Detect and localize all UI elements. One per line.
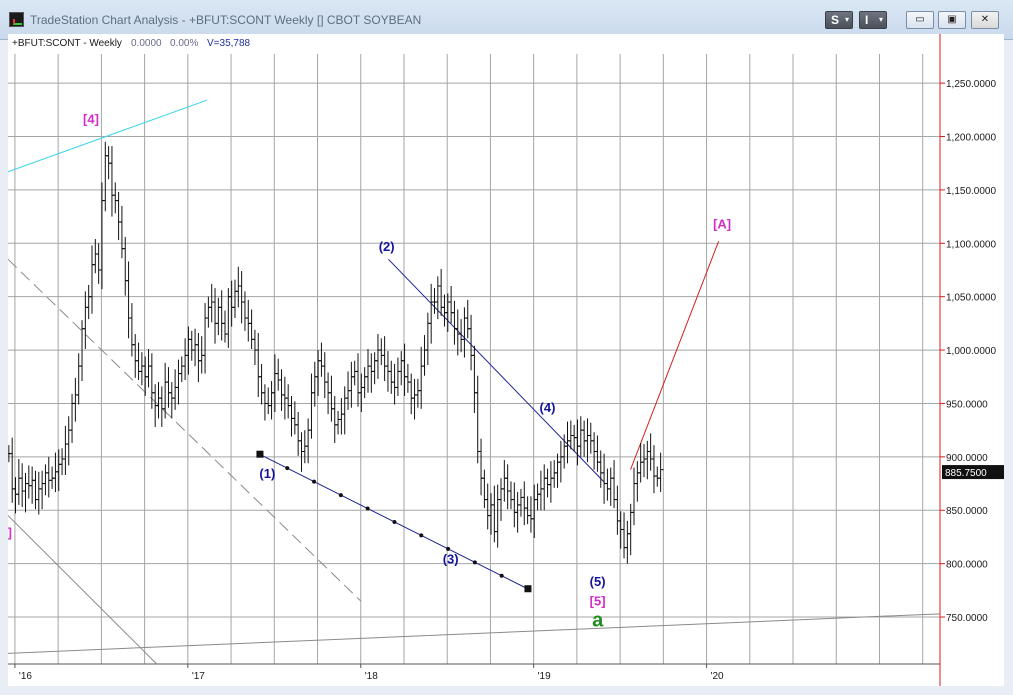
wave-labels: [4] (1) (2) (3) (4) (5) [5] a [A]]: [8, 112, 731, 632]
chart-symbol-label: +BFUT:SCONT - Weekly: [12, 38, 122, 49]
trendline-gray[interactable]: [8, 613, 941, 654]
price-chart[interactable]: [4](1)(2)(3)(4)(5)[5]a[A]] 1,250.00001,2…: [8, 34, 1004, 687]
trendline-gray[interactable]: [8, 515, 158, 665]
price-axis-label: 1,250.0000: [946, 79, 996, 90]
wave-label: (2): [379, 239, 395, 254]
style-i-button[interactable]: I ▾: [859, 11, 887, 29]
trendline-blue[interactable]: [388, 258, 605, 483]
wave-label: (4): [540, 400, 556, 415]
trendline-marker-dot: [419, 533, 424, 538]
style-s-label: S: [831, 13, 840, 27]
price-axis: 1,250.0000 1,200.0000 1,150.0000 1,100.0000…: [939, 34, 1004, 687]
chevron-down-icon: ▾: [844, 15, 849, 24]
window-bottom-border: [0, 686, 1013, 695]
time-axis-label: '16: [19, 671, 32, 682]
tradestation-app-icon: [9, 12, 24, 27]
chart-change-label: 0.0000: [131, 38, 162, 49]
last-price-label: 885.7500: [945, 468, 987, 479]
style-i-label: I: [865, 13, 869, 27]
minimize-button[interactable]: ▭: [906, 11, 934, 29]
trendline-marker-dot: [338, 493, 343, 498]
trendline-anchor-handle[interactable]: [524, 585, 532, 593]
trendlines[interactable]: [8, 99, 941, 665]
trendline-red[interactable]: [630, 240, 720, 470]
last-price-marker: [942, 465, 1004, 480]
time-axis: '16 '17 '18 '19 '20: [14, 664, 724, 682]
time-axis-label: '18: [365, 671, 378, 682]
price-chart-svg[interactable]: [4](1)(2)(3)(4)(5)[5]a[A]] 1,250.00001,2…: [8, 34, 1004, 687]
restore-icon: ▣: [947, 14, 957, 25]
price-axis-label: 1,000.0000: [946, 346, 996, 357]
trendline-anchor-handle[interactable]: [256, 450, 264, 458]
close-button[interactable]: ✕: [971, 11, 999, 29]
style-s-button[interactable]: S ▾: [825, 11, 853, 29]
price-axis-label: 1,150.0000: [946, 186, 996, 197]
price-axis-label: 800.0000: [946, 560, 988, 571]
price-axis-label: 1,200.0000: [946, 133, 996, 144]
time-axis-label: '17: [192, 671, 205, 682]
trendline-cyan[interactable]: [8, 99, 208, 173]
price-axis-label: 900.0000: [946, 453, 988, 464]
time-axis-label: '20: [711, 671, 724, 682]
wave-label: [4]: [83, 112, 99, 127]
chevron-down-icon: ▾: [878, 15, 883, 24]
window-title: TradeStation Chart Analysis - +BFUT:SCON…: [30, 13, 422, 27]
wave-label: [5]: [590, 593, 606, 608]
chart-volume-label: V=35,788: [207, 38, 251, 49]
trendline-marker-dot: [285, 466, 290, 471]
price-axis-label: 850.0000: [946, 506, 988, 517]
price-bars: [8, 141, 664, 564]
minimize-icon: ▭: [915, 14, 925, 25]
wave-label: a: [592, 610, 604, 632]
trendline-marker-dot: [312, 479, 317, 484]
wave-label: (3): [443, 552, 459, 567]
trendline-marker-dot: [365, 506, 370, 511]
wave-label: [A]: [713, 216, 731, 231]
trendline-marker-dot: [472, 560, 477, 565]
chart-pct-label: 0.00%: [170, 38, 198, 49]
close-icon: ✕: [980, 14, 990, 25]
time-axis-label: '19: [538, 671, 551, 682]
chart-background: [8, 34, 1004, 687]
trendline-gray[interactable]: [8, 258, 362, 602]
restore-button[interactable]: ▣: [938, 11, 966, 29]
trendline-marker-dot: [446, 546, 451, 551]
chart-grid: [8, 54, 940, 665]
window-titlebar: TradeStation Chart Analysis - +BFUT:SCON…: [0, 0, 1013, 40]
price-axis-label: 1,050.0000: [946, 293, 996, 304]
price-axis-label: 950.0000: [946, 399, 988, 410]
wave-label: (5): [590, 574, 606, 589]
wave-label: ]: [8, 525, 12, 540]
price-axis-label: 1,100.0000: [946, 239, 996, 250]
trendline-marker-dot: [392, 519, 397, 524]
price-axis-label: 750.0000: [946, 613, 988, 624]
trendline-marker-dot: [499, 573, 504, 578]
wave-label: (1): [259, 466, 275, 481]
